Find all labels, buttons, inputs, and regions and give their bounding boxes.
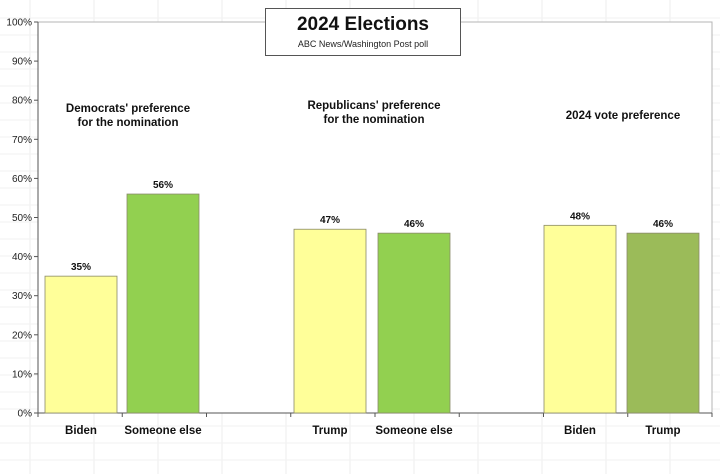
bar — [44, 275, 118, 414]
data-label: 48% — [570, 211, 590, 222]
category-label: Trump — [312, 425, 347, 437]
y-tick-label: 0% — [18, 409, 33, 420]
chart-title: 2024 Elections — [296, 14, 430, 35]
y-tick-label: 90% — [12, 57, 32, 68]
category-label: Trump — [645, 425, 680, 437]
group-title: Democrats' preference for the nomination — [66, 103, 190, 129]
group-title: 2024 vote preference — [566, 110, 680, 122]
y-tick-label: 40% — [12, 252, 32, 263]
bar — [293, 228, 367, 414]
y-tick-label: 80% — [12, 96, 32, 107]
data-label: 46% — [653, 219, 673, 230]
group-title-line: for the nomination — [78, 117, 179, 129]
bar — [543, 224, 617, 414]
data-label: 47% — [320, 215, 340, 226]
category-label: Someone else — [124, 425, 201, 437]
y-tick-label: 30% — [12, 291, 32, 302]
bar — [126, 193, 200, 414]
y-tick-label: 50% — [12, 213, 32, 224]
y-tick-label: 70% — [12, 135, 32, 146]
chart-subtitle: ABC News/Washington Post poll — [297, 39, 429, 49]
y-tick-label: 60% — [12, 174, 32, 185]
group-title-line: for the nomination — [324, 114, 425, 126]
bar — [377, 232, 451, 414]
category-label: Biden — [564, 425, 596, 437]
y-tick-label: 10% — [12, 369, 32, 380]
data-label: 35% — [71, 262, 91, 273]
category-label: Biden — [65, 425, 97, 437]
title-box: 2024 Elections ABC News/Washington Post … — [265, 8, 461, 56]
data-label: 56% — [153, 180, 173, 191]
bar — [626, 232, 700, 414]
group-title-line: Republicans' preference — [307, 100, 440, 112]
group-title-line: Democrats' preference — [66, 103, 190, 115]
group-title: Republicans' preference for the nominatio… — [307, 100, 440, 126]
y-tick-label: 20% — [12, 330, 32, 341]
category-label: Someone else — [375, 425, 452, 437]
group-title-line: 2024 vote preference — [566, 110, 680, 122]
data-label: 46% — [404, 219, 424, 230]
y-tick-label: 100% — [6, 18, 32, 29]
